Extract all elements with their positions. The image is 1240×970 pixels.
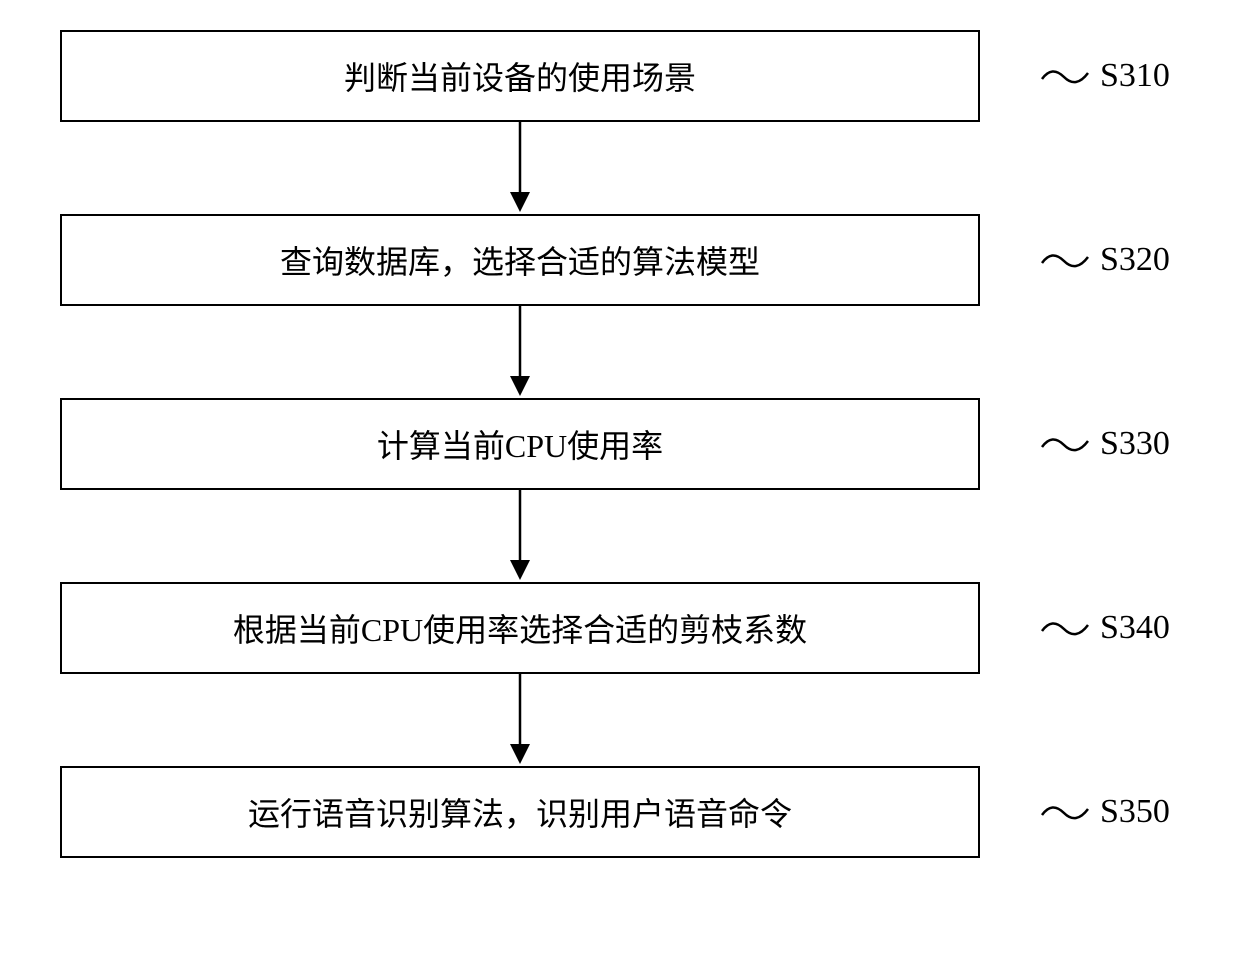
step-box-s320: 查询数据库，选择合适的算法模型: [60, 214, 980, 306]
label-text: S310: [1100, 57, 1170, 95]
step-text: 判断当前设备的使用场景: [344, 53, 696, 99]
squiggle-icon: [1040, 245, 1090, 275]
step-box-s340: 根据当前CPU使用率选择合适的剪枝系数: [60, 582, 980, 674]
squiggle-icon: [1040, 797, 1090, 827]
label-text: S330: [1100, 425, 1170, 463]
arrow-s330-s340: [60, 490, 980, 582]
step-row-s330: 计算当前CPU使用率 S330: [60, 398, 1180, 490]
step-box-s310: 判断当前设备的使用场景: [60, 30, 980, 122]
step-row-s350: 运行语音识别算法，识别用户语音命令 S350: [60, 766, 1180, 858]
step-label-s340: S340: [1040, 609, 1170, 647]
squiggle-icon: [1040, 429, 1090, 459]
label-text: S350: [1100, 793, 1170, 831]
step-text: 根据当前CPU使用率选择合适的剪枝系数: [233, 605, 807, 651]
arrow-down-icon: [500, 490, 540, 582]
arrow-s320-s330: [60, 306, 980, 398]
flowchart-container: 判断当前设备的使用场景 S310 查询数据库，选择合适的算法模型 S320: [60, 30, 1180, 858]
step-row-s340: 根据当前CPU使用率选择合适的剪枝系数 S340: [60, 582, 1180, 674]
step-row-s320: 查询数据库，选择合适的算法模型 S320: [60, 214, 1180, 306]
arrow-down-icon: [500, 122, 540, 214]
step-label-s350: S350: [1040, 793, 1170, 831]
step-label-s320: S320: [1040, 241, 1170, 279]
step-label-s330: S330: [1040, 425, 1170, 463]
arrow-s340-s350: [60, 674, 980, 766]
step-text: 计算当前CPU使用率: [377, 421, 663, 467]
step-label-s310: S310: [1040, 57, 1170, 95]
label-text: S320: [1100, 241, 1170, 279]
arrow-down-icon: [500, 674, 540, 766]
step-text: 运行语音识别算法，识别用户语音命令: [248, 789, 792, 835]
label-text: S340: [1100, 609, 1170, 647]
step-row-s310: 判断当前设备的使用场景 S310: [60, 30, 1180, 122]
step-text: 查询数据库，选择合适的算法模型: [280, 237, 760, 283]
step-box-s350: 运行语音识别算法，识别用户语音命令: [60, 766, 980, 858]
arrow-down-icon: [500, 306, 540, 398]
step-box-s330: 计算当前CPU使用率: [60, 398, 980, 490]
squiggle-icon: [1040, 613, 1090, 643]
arrow-s310-s320: [60, 122, 980, 214]
squiggle-icon: [1040, 61, 1090, 91]
